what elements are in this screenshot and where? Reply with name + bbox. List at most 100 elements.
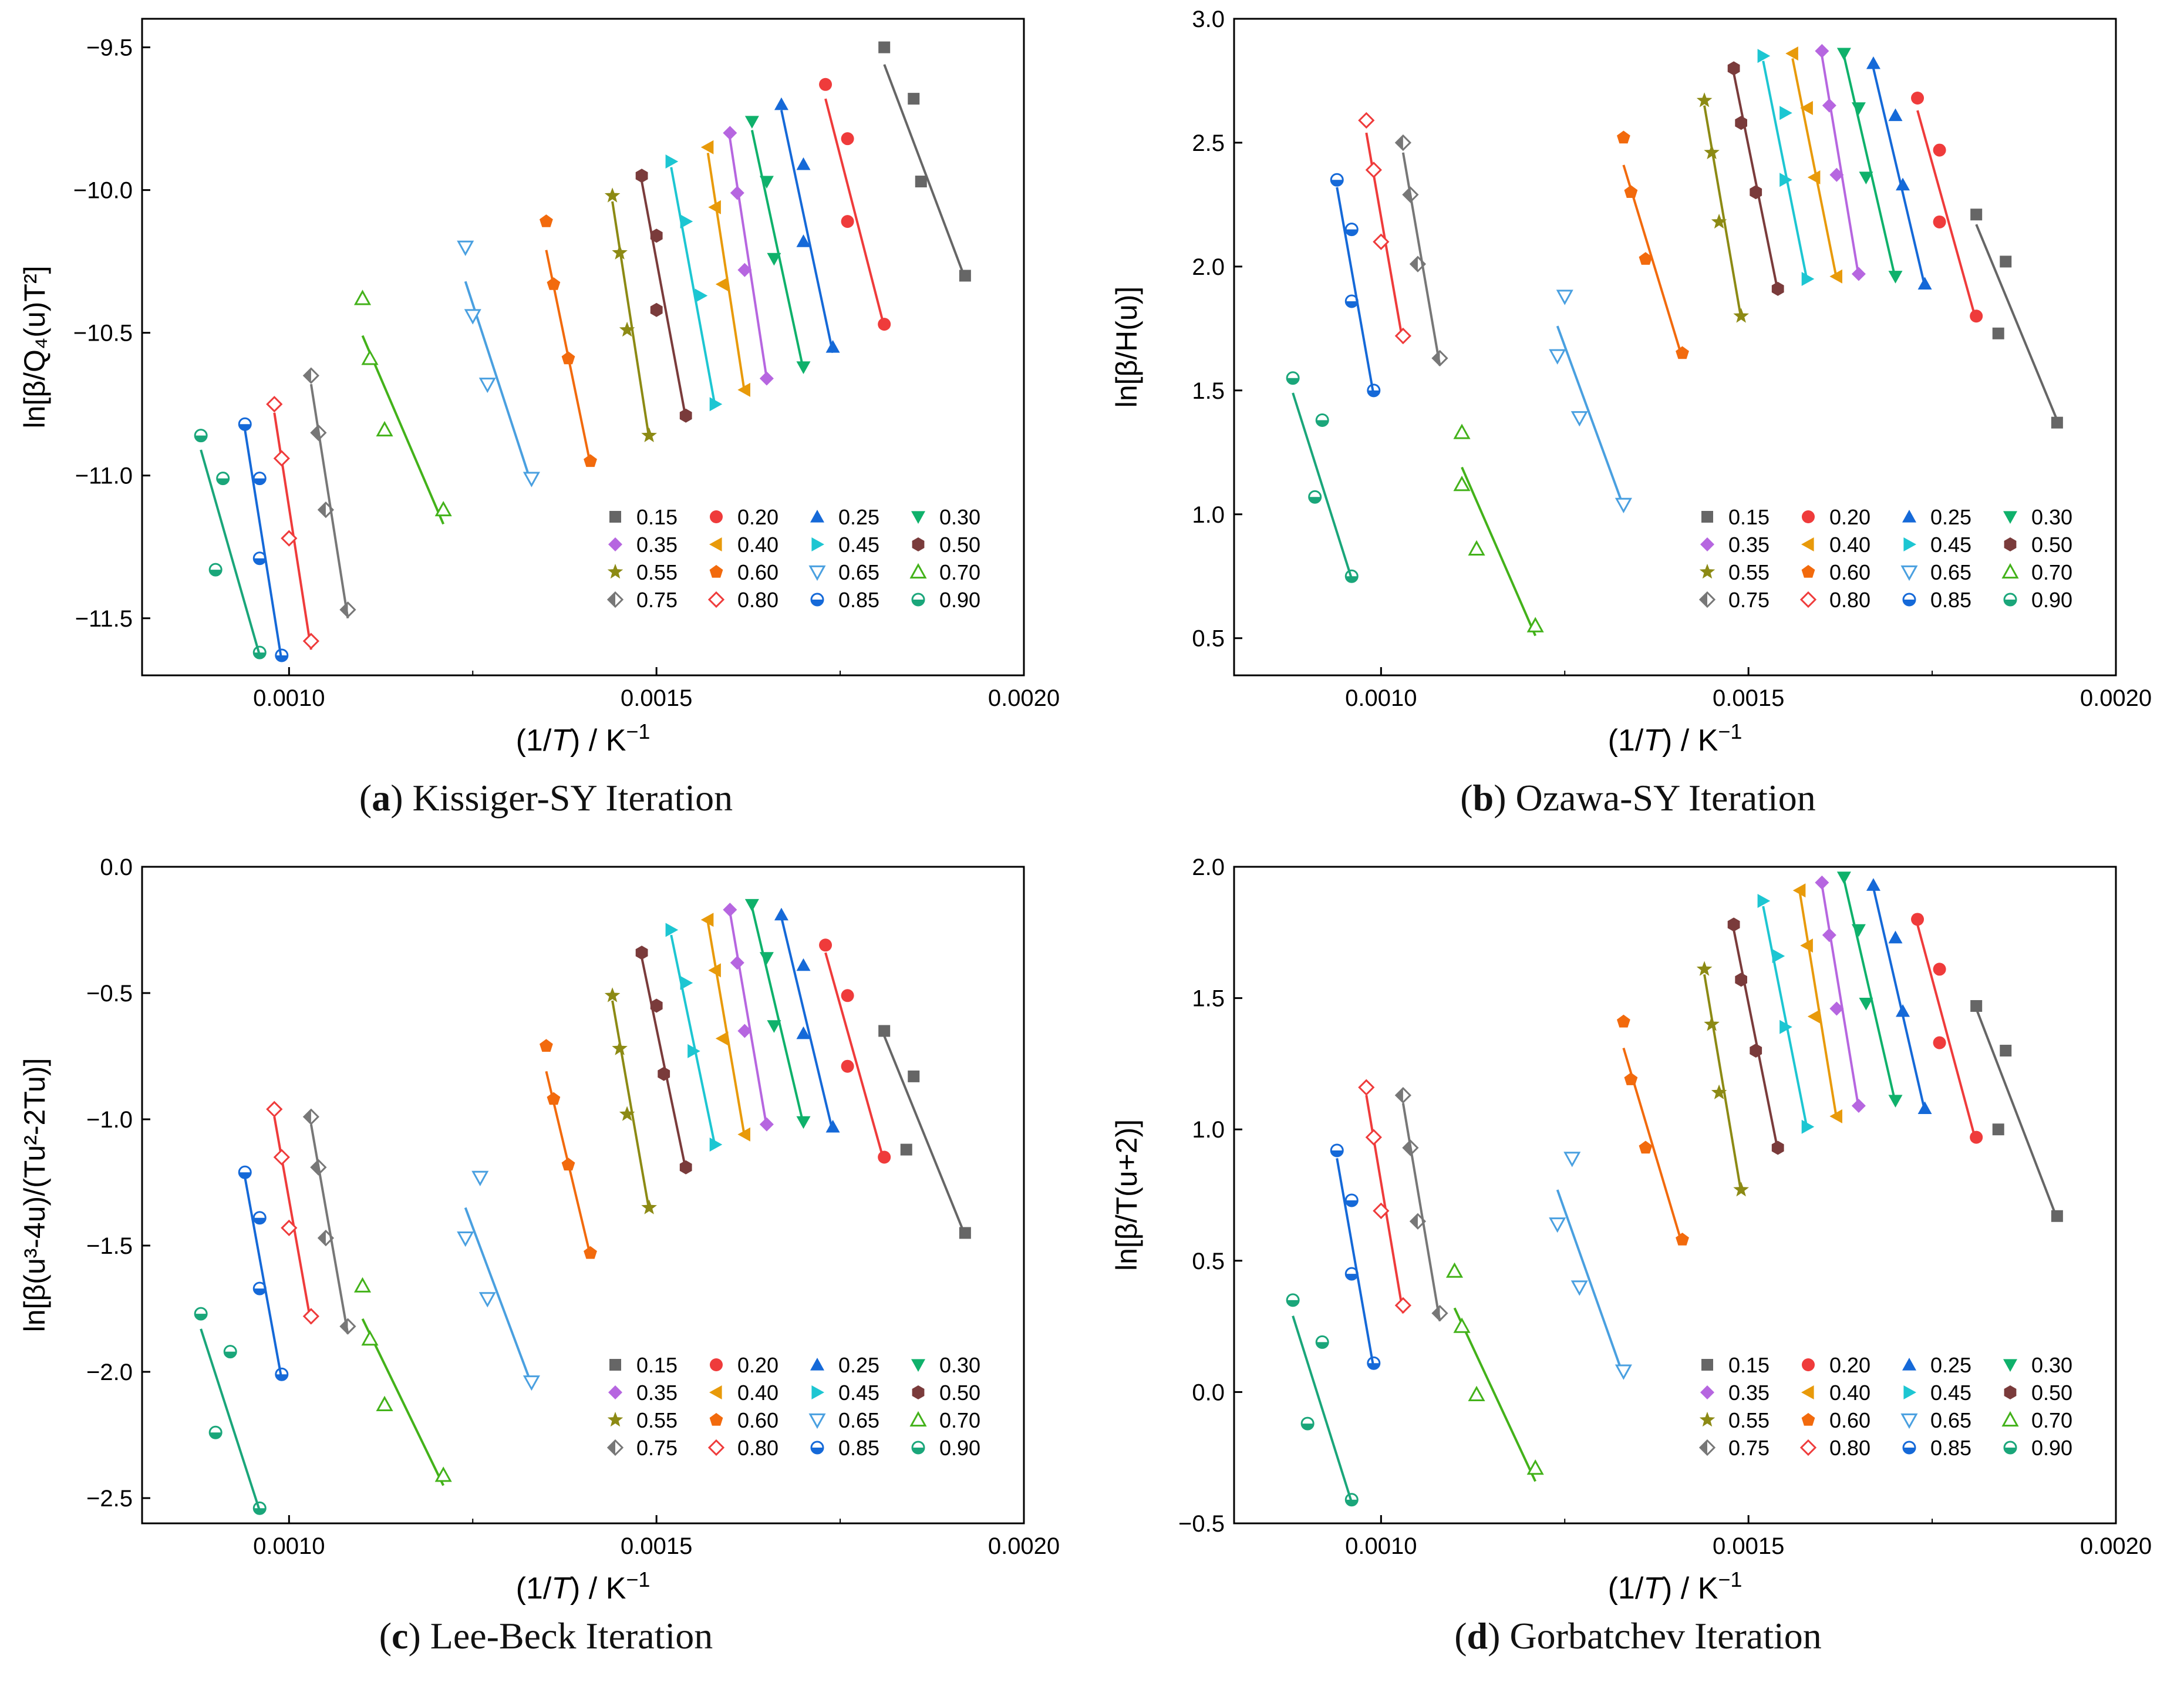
point-d-10-0 (1563, 1152, 1581, 1167)
legend-marker-a-4 (608, 537, 622, 551)
point-d-7-2 (1750, 1044, 1762, 1058)
point-b-3-1 (1851, 102, 1866, 115)
y-tick-label-c-4: −2.0 (86, 1360, 133, 1385)
legend-label-d-8: 0.55 (1728, 1408, 1770, 1432)
series-c-0.15 (878, 1025, 971, 1239)
fit-line-a-0 (883, 64, 966, 280)
legend-label-c-5: 0.40 (737, 1381, 778, 1405)
point-b-2-2 (1896, 177, 1910, 191)
series-a-0.15 (878, 41, 971, 282)
legend-label-a-3: 0.30 (939, 505, 980, 529)
point-d-14-2 (1344, 1267, 1359, 1281)
legend-label-a-6: 0.45 (838, 533, 879, 557)
series-c-0.80 (266, 1101, 320, 1325)
point-b-7-0 (1727, 61, 1740, 76)
series-a-0.60 (540, 214, 597, 467)
point-b-11-1 (1453, 476, 1471, 492)
point-b-9-1 (1624, 185, 1638, 198)
point-a-5-3 (737, 382, 750, 397)
point-b-12-2 (1409, 255, 1427, 272)
point-d-1-3 (1970, 1130, 1983, 1144)
legend-label-b-12: 0.75 (1728, 588, 1770, 612)
fit-line-a-11 (361, 335, 445, 525)
point-a-0-0 (878, 41, 891, 53)
legend-marker-c-10 (808, 1413, 826, 1429)
plot-frame-b (1233, 18, 2117, 677)
legend-label-c-4: 0.35 (636, 1381, 678, 1405)
legend-label-d-2: 0.25 (1930, 1353, 1971, 1377)
point-c-6-3 (709, 1138, 723, 1152)
legend-c: 0.15 0.20 0.25 0.30 0.35 0.40 0.45 0.50 0.55 0.60… (606, 1353, 980, 1460)
point-d-9-3 (1676, 1233, 1689, 1246)
fit-line-a-1 (824, 98, 886, 328)
point-c-13-1 (273, 1149, 290, 1166)
plot-frame-c (141, 866, 1025, 1525)
legend-marker-d-2 (1902, 1358, 1916, 1371)
fit-line-a-4 (729, 138, 768, 379)
legend-marker-a-6 (811, 537, 824, 551)
series-c-0.75 (302, 1108, 356, 1335)
y-tick-label-a-3: −11.0 (75, 463, 133, 489)
point-c-7-1 (650, 998, 663, 1013)
y-axis-label-d: ln[β/T(u+2)] (1110, 1119, 1143, 1271)
point-a-8-0 (604, 187, 621, 203)
point-a-6-3 (709, 397, 723, 412)
point-b-13-2 (1373, 233, 1390, 250)
fit-line-c-14 (244, 1177, 283, 1380)
point-c-6-1 (680, 975, 693, 990)
legend-marker-a-5 (709, 537, 722, 551)
point-d-11-0 (1445, 1262, 1464, 1278)
fit-line-c-11 (361, 1318, 444, 1486)
legend-marker-d-7 (2004, 1385, 2017, 1399)
y-tick-label-b-2: 1.5 (1192, 378, 1225, 404)
fit-line-c-1 (824, 952, 886, 1163)
caption-c-letter: c (392, 1615, 409, 1657)
legend-label-c-0: 0.15 (636, 1353, 678, 1377)
series-a-0.40 (700, 140, 750, 397)
x-tick-label-c-1: 0.0015 (621, 1533, 692, 1559)
legend-marker-b-0 (1701, 511, 1713, 523)
legend-label-a-14: 0.85 (838, 588, 879, 612)
series-b-0.25 (1866, 56, 1932, 290)
point-a-7-2 (650, 302, 663, 317)
legend-marker-c-1 (710, 1358, 723, 1371)
legend-marker-a-13 (707, 591, 725, 608)
series-a-0.20 (819, 78, 891, 331)
point-c-12-3 (339, 1318, 356, 1335)
panel-a: 0.0010 0.0015 0.0020 −9.5 −10.0 −10.5 −11.0 −11… (0, 0, 1092, 848)
point-c-8-3 (641, 1199, 657, 1214)
point-b-5-3 (1829, 269, 1842, 284)
fit-line-c-7 (641, 957, 687, 1170)
legend-label-b-6: 0.45 (1930, 533, 1971, 557)
legend-marker-a-8 (607, 564, 623, 579)
fit-line-b-5 (1791, 58, 1838, 280)
point-d-6-1 (1772, 949, 1785, 964)
series-d-0.45 (1757, 894, 1815, 1134)
fit-line-d-14 (1336, 1158, 1375, 1369)
legend-marker-d-11 (2001, 1411, 2019, 1427)
point-d-2-2 (1896, 1004, 1910, 1017)
legend-label-d-11: 0.70 (2031, 1408, 2072, 1432)
point-c-14-2 (252, 1281, 267, 1295)
point-b-8-2 (1711, 213, 1727, 229)
point-d-15-3 (1344, 1493, 1359, 1507)
point-b-13-0 (1358, 112, 1375, 129)
point-a-14-1 (252, 472, 267, 486)
point-c-3-2 (767, 1020, 781, 1033)
point-b-13-3 (1394, 327, 1412, 345)
series-b-0.45 (1757, 49, 1815, 286)
point-c-9-1 (547, 1092, 561, 1105)
series-d-0.25 (1866, 878, 1932, 1115)
legend-marker-d-10 (1900, 1413, 1918, 1429)
point-a-4-3 (759, 371, 774, 386)
legend-label-d-3: 0.30 (2031, 1353, 2072, 1377)
point-d-13-1 (1365, 1129, 1382, 1146)
legend-label-d-15: 0.90 (2031, 1436, 2072, 1460)
legend-marker-c-8 (607, 1412, 623, 1427)
point-a-5-0 (700, 140, 714, 154)
y-tick-label-d-1: 0.0 (1192, 1379, 1225, 1405)
legend-marker-c-15 (911, 1441, 925, 1455)
point-d-7-3 (1771, 1140, 1784, 1155)
y-axis-label-c: ln[β(u³-4u)/(Tu²-2Tu)] (18, 1058, 51, 1332)
point-a-15-2 (208, 563, 223, 577)
